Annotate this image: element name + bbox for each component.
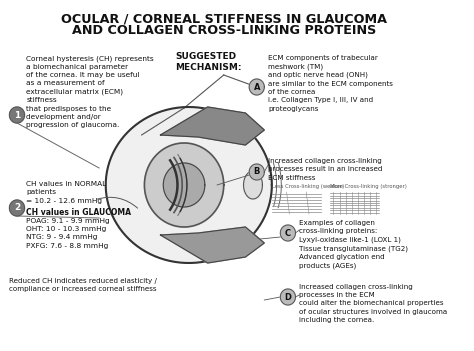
Text: POAG: 9.1 - 9.9 mmHg
OHT: 10 - 10.3 mmHg
NTG: 9 - 9.4 mmHg
PXFG: 7.6 - 8.8 mmHg: POAG: 9.1 - 9.9 mmHg OHT: 10 - 10.3 mmHg… <box>27 218 110 249</box>
Text: CH values in GLAUCOMA: CH values in GLAUCOMA <box>27 208 131 217</box>
Polygon shape <box>249 164 264 180</box>
Text: 2: 2 <box>14 204 20 212</box>
Polygon shape <box>280 225 295 241</box>
Text: SUGGESTED
MECHANISM:: SUGGESTED MECHANISM: <box>175 52 242 72</box>
Text: Corneal hysteresis (CH) represents
a biomechanical parameter
of the cornea. It m: Corneal hysteresis (CH) represents a bio… <box>27 55 154 128</box>
Text: CH values in NORMAL
patients
= 10.2 - 12.6 mmHg: CH values in NORMAL patients = 10.2 - 12… <box>27 181 107 204</box>
Text: More Cross-linking (stronger): More Cross-linking (stronger) <box>330 184 407 189</box>
Polygon shape <box>244 171 263 199</box>
Text: Increased collagen cross-linking
processes in the ECM
could alter the biomechani: Increased collagen cross-linking process… <box>299 284 447 323</box>
Polygon shape <box>9 107 25 123</box>
Text: Increased collagen cross-linking
processes result in an increased
ECM stiffness: Increased collagen cross-linking process… <box>268 158 383 180</box>
Text: Examples of collagen
cross-linking proteins:
Lyxyl-oxidase like-1 (LOXL 1)
Tissu: Examples of collagen cross-linking prote… <box>299 220 408 269</box>
Text: D: D <box>284 292 292 302</box>
Polygon shape <box>280 289 295 305</box>
Polygon shape <box>161 227 264 263</box>
Text: AND COLLAGEN CROSS-LINKING PROTEINS: AND COLLAGEN CROSS-LINKING PROTEINS <box>72 24 376 37</box>
Polygon shape <box>145 143 224 227</box>
Text: ECM components of trabecular
meshwork (TM)
and optic nerve head (ONH)
are simila: ECM components of trabecular meshwork (T… <box>268 55 393 112</box>
Text: B: B <box>254 167 260 177</box>
Text: OCULAR / CORNEAL STIFFNESS IN GLAUCOMA: OCULAR / CORNEAL STIFFNESS IN GLAUCOMA <box>61 12 387 25</box>
Text: C: C <box>285 229 291 238</box>
Text: Less Cross-linking (weaker): Less Cross-linking (weaker) <box>272 184 344 189</box>
Text: Reduced CH indicates reduced elasticity /
compliance or increased corneal stiffn: Reduced CH indicates reduced elasticity … <box>9 278 157 292</box>
Polygon shape <box>106 107 272 263</box>
Text: A: A <box>254 82 260 92</box>
Polygon shape <box>249 79 264 95</box>
Polygon shape <box>161 107 264 145</box>
Polygon shape <box>164 163 205 207</box>
Polygon shape <box>9 200 25 216</box>
Text: 1: 1 <box>14 111 20 119</box>
